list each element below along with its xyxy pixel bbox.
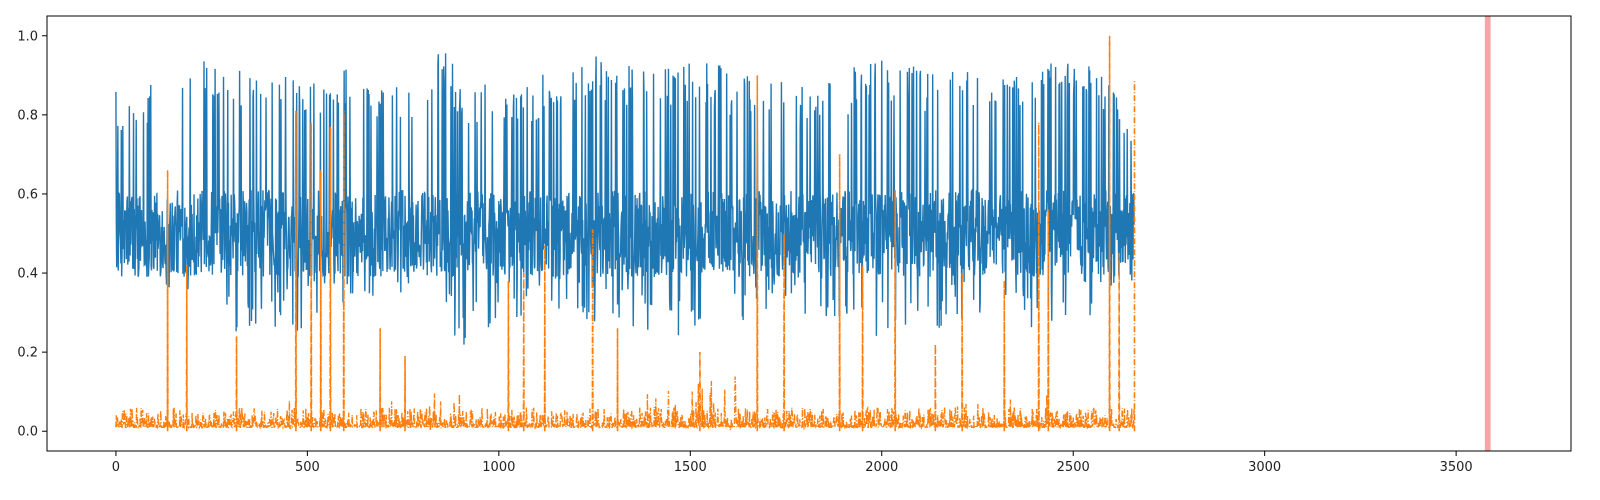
series-line-2	[115, 35, 1135, 431]
x-tick-label-2500: 2500	[1057, 460, 1090, 475]
x-tick-label-500: 500	[295, 460, 320, 475]
y-tick-label-5: 1.0	[17, 29, 38, 44]
y-tick-label-2: 0.4	[17, 267, 38, 282]
x-tick-label-1000: 1000	[482, 460, 515, 475]
y-tick-label-1: 0.2	[17, 346, 38, 361]
x-tick-label-3500: 3500	[1440, 460, 1473, 475]
y-tick-label-0: 0.0	[17, 425, 38, 440]
axes-frame	[46, 15, 1572, 452]
x-tick-label-1500: 1500	[674, 460, 707, 475]
series-line-1	[115, 53, 1135, 345]
x-tick-label-3000: 3000	[1248, 460, 1281, 475]
x-tick-label-2000: 2000	[865, 460, 898, 475]
y-tick-label-4: 0.8	[17, 108, 38, 123]
highlight-band-layer	[1484, 16, 1491, 451]
highlight-band	[1484, 16, 1491, 451]
x-tick-label-0: 0	[112, 460, 120, 475]
series-layer	[115, 35, 1136, 432]
x-axis: 0 500 1000 1500 2000 2500 3000 3500	[112, 451, 1473, 475]
plot-area	[115, 16, 1491, 451]
y-axis: 0.0 0.2 0.4 0.6 0.8 1.0	[17, 29, 47, 440]
y-tick-label-3: 0.6	[17, 187, 38, 202]
